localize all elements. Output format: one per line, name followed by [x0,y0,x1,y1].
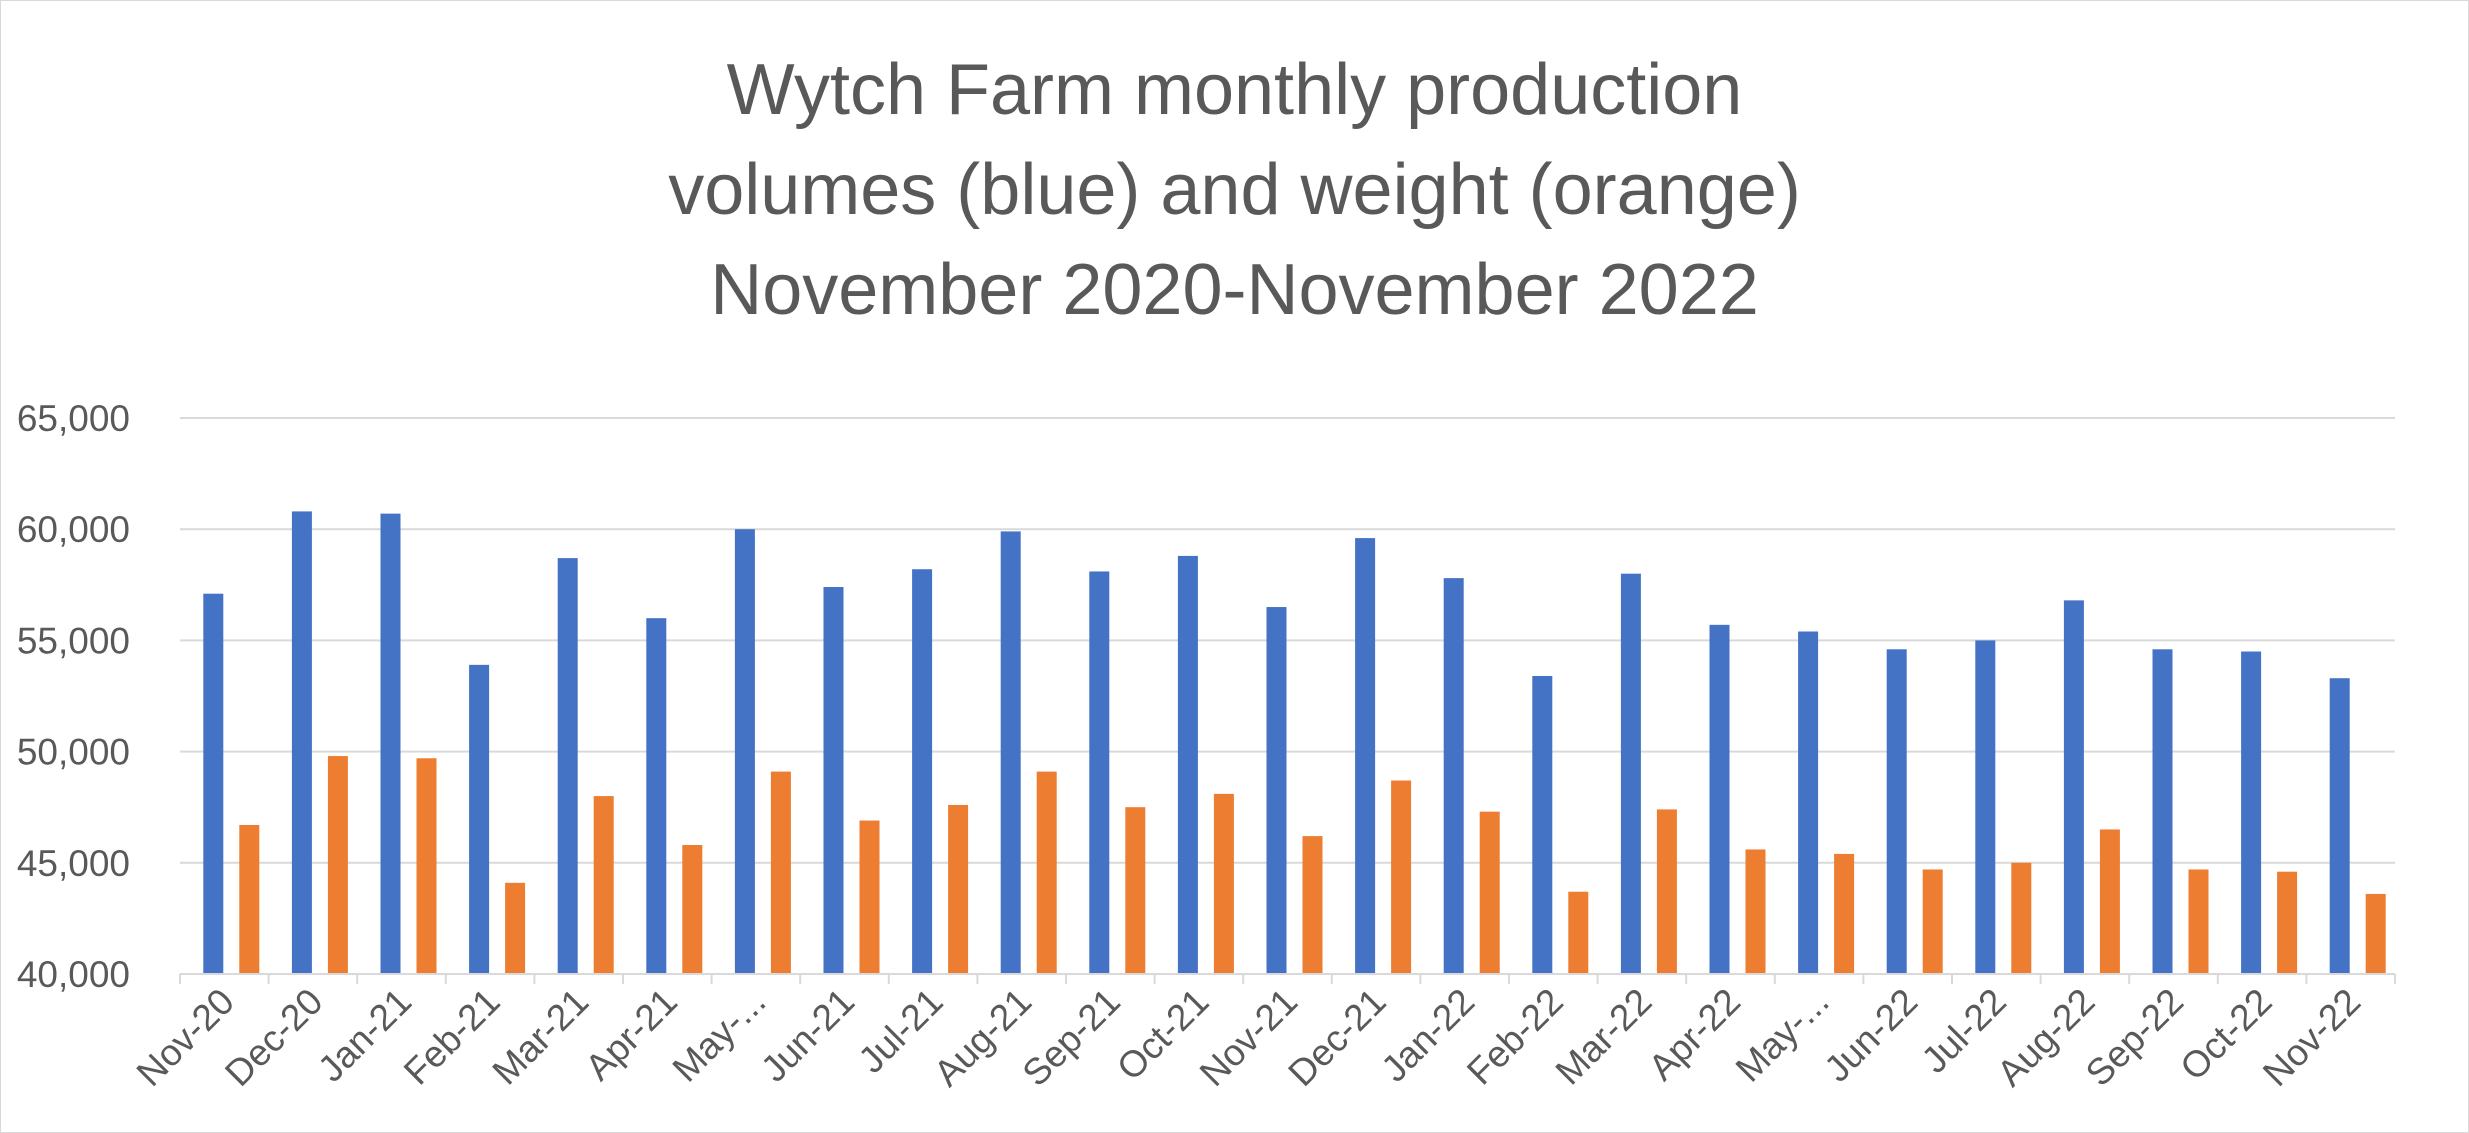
bar-weight [1834,853,1855,974]
bar-weight [2365,893,2386,974]
bar-volume [203,593,224,974]
bar-weight [505,882,526,974]
bar-weight [1568,891,1589,974]
bar-volume [1620,573,1641,974]
x-tick-label: Dec-20 [217,981,330,1094]
bar-volume [912,569,933,974]
y-tick-label: 50,000 [17,732,130,773]
x-tick-label: Mar-22 [1548,981,1660,1093]
bar-volume [1266,607,1287,974]
bar-volume [2329,678,2350,974]
bar-volume [557,558,578,974]
y-tick-label: 65,000 [17,398,130,439]
y-tick-label: 55,000 [17,620,130,661]
y-tick-label: 45,000 [17,843,130,884]
x-tick-label: Nov-21 [1192,981,1305,1094]
bar-weight [682,845,703,974]
bar-weight [2277,871,2298,974]
x-tick-label: May-... [1728,981,1837,1090]
bar-weight [1479,811,1500,974]
bar-volume [823,587,844,974]
bar-weight [948,804,969,974]
chart-title: Wytch Farm monthly production volumes (b… [668,50,1801,330]
x-tick-label: Sep-21 [1015,981,1128,1094]
bar-volume [2241,651,2262,974]
y-tick-label: 60,000 [17,509,130,550]
bar-weight [859,820,880,974]
x-tick-label: Jan-22 [1373,981,1482,1090]
x-tick-label: Feb-22 [1459,981,1571,1093]
bar-weight [2011,862,2032,974]
x-tick-label: Aug-22 [1989,981,2102,1094]
bar-weight [1213,793,1234,974]
bar-weight [2188,869,2209,974]
x-tick-label: Aug-21 [926,981,1039,1094]
bar-volume [1886,649,1907,974]
x-tick-label: Nov-20 [129,981,242,1094]
bar-weight [593,796,614,974]
bar-volume [380,513,401,974]
bar-volume [469,664,490,974]
bar-weight [1745,849,1766,974]
x-tick-label: Feb-21 [396,981,508,1093]
bar-weight [1125,807,1146,974]
x-tick-label: Apr-21 [577,981,685,1089]
x-tick-label: May-... [665,981,774,1090]
bar-weight [416,758,437,974]
bar-volume [1443,578,1464,974]
bar-volume [1709,624,1730,974]
bar-volume [291,511,312,974]
x-tick-label: Jun-22 [1816,981,1925,1090]
x-tick-label: Nov-22 [2255,981,2368,1094]
bar-weight [1922,869,1943,974]
bar-volume [1532,675,1553,974]
x-tick-label: Jun-21 [753,981,862,1090]
x-tick-label: Sep-22 [2078,981,2191,1094]
bar-volume [1000,531,1021,974]
bar-weight [1036,771,1057,974]
bar-volume [2063,600,2084,974]
x-tick-label: Jan-21 [310,981,419,1090]
bar-volume [1089,571,1110,974]
bar-weight [239,824,260,974]
x-tick-label: Apr-22 [1641,981,1749,1089]
bar-weight [2099,829,2120,974]
bar-weight [1302,836,1323,974]
bar-volume [1177,555,1198,974]
bar-weight [770,771,791,974]
bar-weight [1656,809,1677,974]
y-tick-label: 40,000 [17,954,130,995]
x-tick-label: Dec-21 [1280,981,1393,1094]
x-tick-label: Mar-21 [484,981,596,1093]
bar-weight [1391,780,1412,974]
bar-volume [1975,640,1996,974]
bar-volume [734,529,755,974]
bar-volume [1355,538,1376,974]
bar-weight [327,756,348,974]
bar-volume [2152,649,2173,974]
bar-volume [1798,631,1819,974]
bar-volume [646,618,667,974]
